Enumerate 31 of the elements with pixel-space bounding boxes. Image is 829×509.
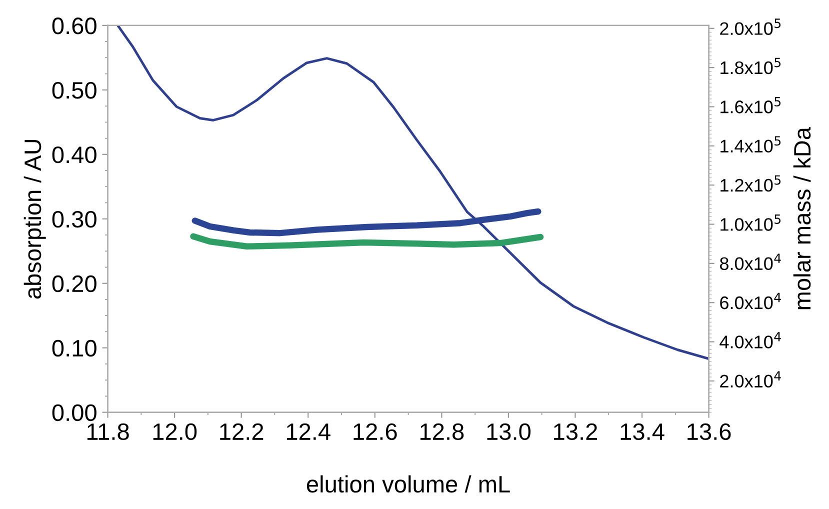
y2-tick-label: 6.0x10$^{4}$ <box>720 292 781 310</box>
y2-tick-label: 8.0x10$^{4}$ <box>720 254 781 270</box>
y-tick-label: 0.20 <box>52 275 96 292</box>
line-series <box>116 25 709 360</box>
x-tick-label: 13.0 <box>487 423 531 440</box>
x-tick-label: 13.4 <box>620 423 664 440</box>
y-tick-label: 0.60 <box>52 18 96 34</box>
y2-tick-label: 1.0x10$^{5}$ <box>720 214 781 231</box>
x-axis-title: elution volume / mL <box>306 475 510 493</box>
x-tick-label: 12.4 <box>286 423 330 440</box>
x-tick-label: 12.2 <box>220 423 264 440</box>
x-tick-label: 13.2 <box>554 423 598 440</box>
y2-tick-label: 1.4x10$^{5}$ <box>720 136 781 153</box>
y2-tick-label: 1.2x10$^{5}$ <box>720 175 781 192</box>
y-tick-label: 0.30 <box>52 210 96 228</box>
y-tick-label: 0.10 <box>52 340 96 357</box>
y2-tick-label: 1.8x10$^{5}$ <box>720 58 781 74</box>
y2-tick-label: 4.0x10$^{4}$ <box>720 332 781 348</box>
y2-tick-label: 2.0x10$^{4}$ <box>720 371 781 388</box>
y2-tick-label: 2.0x10$^{5}$ <box>720 18 781 35</box>
y-tick-label: 0.50 <box>52 82 96 99</box>
x-tick-label: 12.6 <box>354 423 397 440</box>
y-axis-title: absorption / AU <box>24 140 46 299</box>
x-tick-label: 12.8 <box>420 423 464 440</box>
x-tick-label: 13.6 <box>688 423 731 440</box>
y-tick-label: 0.40 <box>52 146 96 164</box>
y2-tick-label: 1.6x10$^{5}$ <box>720 97 781 114</box>
x-tick-label: 12.0 <box>153 423 197 440</box>
y2-axis-title: molar mass / kDa <box>793 127 811 310</box>
x-tick-label: 11.8 <box>87 423 129 440</box>
y-tick-label: 0.00 <box>52 404 96 422</box>
